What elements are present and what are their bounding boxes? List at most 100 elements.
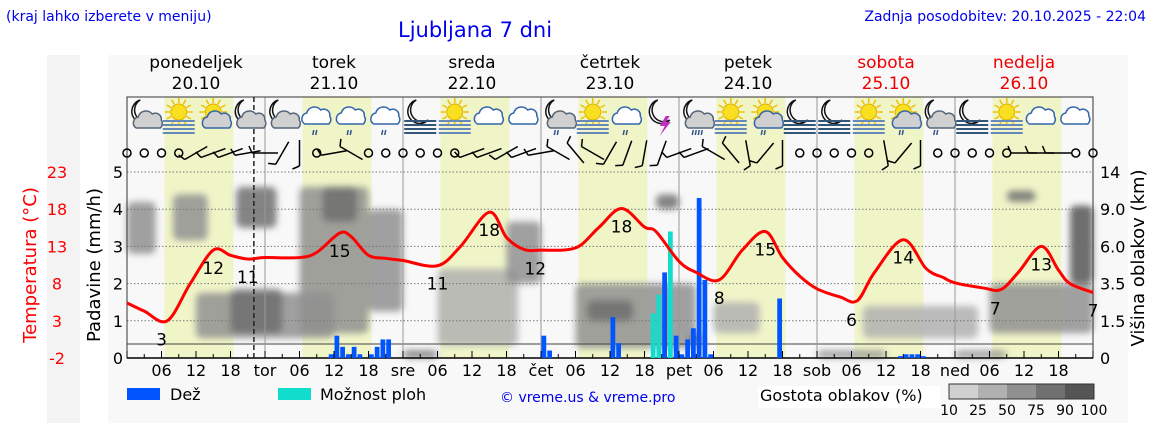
- cloud-density-cell: [587, 300, 633, 321]
- cloud-light-rain-icon: [335, 106, 367, 136]
- rain-legend-label: Dež: [170, 385, 201, 404]
- cloud-density-cell: [955, 350, 1007, 358]
- temperature-tick: -2: [49, 349, 65, 368]
- x-tick-label: 06: [565, 361, 585, 380]
- precipitation-tick: 5: [113, 163, 123, 182]
- x-tick-label: 06: [703, 361, 723, 380]
- x-day-label: sob: [803, 361, 831, 380]
- cloud-density-cell: [437, 268, 518, 346]
- wind-barb-icon: [316, 148, 347, 156]
- wind-barb-icon: [881, 140, 889, 171]
- wind-calm-icon: [950, 148, 960, 158]
- precipitation-tick: 0: [113, 349, 123, 368]
- cloud-density-cell: [368, 209, 403, 312]
- x-tick-label: 18: [358, 361, 378, 380]
- credit-link[interactable]: © vreme.us & vreme.pro: [500, 390, 675, 406]
- moon-thunder-icon: [648, 99, 671, 136]
- temperature-label: 12: [202, 259, 224, 279]
- rain-bar: [346, 354, 351, 358]
- moon-cloud-icon: [269, 99, 302, 129]
- sun-fog-icon: [714, 98, 747, 134]
- wind-barb-icon: [701, 138, 726, 161]
- wind-barb-icon: [339, 138, 363, 161]
- sun-fog-icon: [990, 98, 1023, 134]
- wind-barb-icon: [887, 142, 913, 164]
- density-tick: 25: [969, 403, 987, 419]
- cloud-density-field: [127, 186, 1093, 358]
- rain-bar: [691, 328, 696, 358]
- cloud-density-cell: [173, 194, 208, 241]
- density-tick: 50: [998, 403, 1016, 419]
- last-updated: Zadnja posodobitev: 20.10.2025 - 22:04: [864, 9, 1146, 25]
- density-swatch: [949, 384, 978, 399]
- temperature-tick: 18: [47, 200, 67, 219]
- rain-bar: [915, 354, 920, 358]
- day-date: 23.10: [586, 74, 635, 94]
- moon-cloud-rain-icon: [924, 99, 957, 136]
- density-label-bg: [758, 386, 940, 408]
- sun-cloud-icon: [199, 98, 233, 129]
- cloud-height-tick: 3.5: [1100, 275, 1125, 294]
- day-date: 22.10: [448, 74, 497, 94]
- wind-barb-icon: [721, 135, 740, 164]
- wind-barb-icon: [523, 148, 554, 156]
- temperature-label: 12: [524, 259, 546, 279]
- density-swatch: [1065, 384, 1094, 399]
- rain-bar: [898, 356, 903, 358]
- moon-cloud-icon: [234, 99, 267, 129]
- wind-calm-icon: [864, 148, 874, 158]
- sun-cloud-rain-icon: [889, 98, 923, 136]
- rain-bar: [334, 335, 340, 358]
- wind-calm-icon: [363, 148, 374, 158]
- wind-calm-icon: [1088, 148, 1098, 158]
- sun-fog-icon: [852, 98, 885, 134]
- day-date: 24.10: [724, 74, 773, 94]
- sun-fog-icon: [576, 98, 609, 134]
- density-tick: 75: [1027, 403, 1045, 419]
- moon-fog-icon: [783, 99, 816, 134]
- moon-cloud-icon: [131, 99, 164, 129]
- wind-barb-icon: [678, 147, 709, 159]
- wind-calm-icon: [795, 148, 805, 158]
- day-name: sreda: [448, 53, 495, 73]
- rain-bar: [777, 298, 782, 358]
- wind-calm-icon: [139, 148, 149, 158]
- x-tick-label: 06: [151, 361, 171, 380]
- cloud-density-legend-label: Gostota oblakov (%): [760, 386, 923, 405]
- cloud-density-cell: [656, 194, 679, 210]
- wind-calm-icon: [984, 148, 995, 158]
- wind-barb-icon: [566, 135, 585, 164]
- showers-bar: [668, 231, 673, 358]
- x-tick-label: 12: [876, 361, 896, 380]
- rain-bar: [673, 335, 679, 358]
- location-hint-link[interactable]: (kraj lahko izberete v meniju): [6, 9, 212, 25]
- showers-legend-label: Možnost ploh: [320, 385, 426, 404]
- temperature-label: 15: [754, 241, 776, 261]
- x-day-label: sre: [391, 361, 415, 380]
- temperature-axis-title: Temperatura (°C): [20, 187, 41, 344]
- wind-calm-icon: [967, 148, 977, 158]
- day-name: ponedeljek: [149, 53, 243, 73]
- rain-legend-swatch: [127, 388, 160, 400]
- temperature-line: [126, 206, 1094, 324]
- temperature-label: 13: [1030, 255, 1052, 275]
- cloud-light-rain-icon: [611, 106, 643, 136]
- cloud-height-axis-title: Višina oblakov (km): [1128, 169, 1149, 346]
- wind-calm-icon: [1071, 148, 1081, 158]
- wind-calm-icon: [398, 148, 408, 158]
- sun-fog-icon: [438, 98, 471, 134]
- rain-bar: [374, 346, 380, 358]
- cloud-height-tick: 9.0: [1100, 200, 1125, 219]
- page-title: Ljubljana 7 dni: [398, 18, 552, 42]
- temperature-label: 7: [1088, 302, 1099, 322]
- rain-bar: [610, 317, 616, 358]
- precipitation-axis-title: Padavine (mm/h): [84, 188, 105, 342]
- cloud-density-cell: [989, 283, 1093, 334]
- rain-bar: [351, 346, 357, 358]
- rain-bar: [702, 279, 708, 358]
- x-tick-label: 06: [979, 361, 999, 380]
- wind-calm-icon: [829, 148, 839, 158]
- wind-barb-icon: [615, 140, 633, 167]
- wind-calm-icon: [381, 148, 391, 158]
